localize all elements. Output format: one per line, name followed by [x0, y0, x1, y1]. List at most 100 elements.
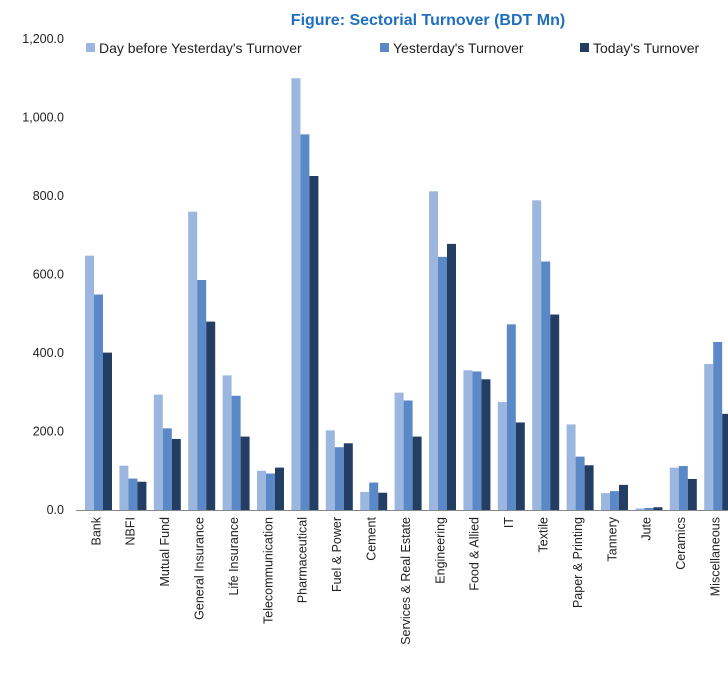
- bar-day-before-yesterday-s-turnover-food-and-allied: [463, 370, 473, 510]
- x-tick-label-bank: Bank: [89, 516, 103, 545]
- x-tick-label-fuel-and-power: Fuel & Power: [330, 517, 344, 592]
- bar-today-s-turnover-tannery: [619, 484, 628, 510]
- bar-yesterday-s-turnover-engineering: [438, 256, 447, 510]
- legend-item-today-s-turnover: Today's Turnover: [580, 40, 700, 56]
- x-tick-label-general-insurance: General Insurance: [192, 517, 206, 620]
- bar-group-bank: [85, 255, 112, 510]
- x-tick-label-food-and-allied: Food & Allied: [468, 517, 482, 591]
- bar-day-before-yesterday-s-turnover-it: [497, 402, 507, 510]
- bar-yesterday-s-turnover-miscellaneous: [713, 342, 723, 510]
- bar-day-before-yesterday-s-turnover-telecommunication: [257, 470, 266, 510]
- bar-yesterday-s-turnover-bank: [94, 294, 103, 510]
- legend: Day before Yesterday's Turnover Yesterday…: [86, 40, 700, 56]
- bar-today-s-turnover-pharmaceutical: [309, 175, 319, 511]
- bar-yesterday-s-turnover-nbfi: [128, 478, 138, 510]
- legend-item-day-before-yesterday-s-turnover: Day before Yesterday's Turnover: [86, 40, 302, 56]
- x-tick-label-services-and-real-estate: Services & Real Estate: [399, 517, 413, 645]
- bar-day-before-yesterday-s-turnover-fuel-and-power: [325, 430, 335, 510]
- bar-today-s-turnover-it: [515, 422, 525, 510]
- bar-today-s-turnover-jute: [653, 507, 663, 510]
- bar-yesterday-s-turnover-life-insurance: [231, 395, 241, 510]
- bar-yesterday-s-turnover-textile: [541, 261, 551, 510]
- bar-group-food-and-allied: [463, 370, 491, 510]
- legend-label: Today's Turnover: [593, 40, 700, 56]
- x-tick-label-pharmaceutical: Pharmaceutical: [296, 517, 310, 603]
- bar-yesterday-s-turnover-food-and-allied: [472, 371, 482, 510]
- y-tick-label: 0.0: [47, 503, 64, 517]
- bar-group-paper-and-printing: [566, 424, 594, 510]
- x-tick-label-life-insurance: Life Insurance: [227, 517, 241, 596]
- bar-group-jute: [635, 507, 663, 510]
- bar-yesterday-s-turnover-it: [506, 324, 516, 510]
- bar-today-s-turnover-life-insurance: [240, 436, 250, 510]
- x-tick-label-textile: Textile: [536, 517, 550, 552]
- bars: [85, 78, 728, 511]
- bar-day-before-yesterday-s-turnover-general-insurance: [188, 211, 198, 510]
- x-tick-label-paper-and-printing: Paper & Printing: [571, 517, 585, 608]
- bar-day-before-yesterday-s-turnover-miscellaneous: [704, 363, 714, 510]
- x-tick-label-telecommunication: Telecommunication: [261, 517, 275, 624]
- bar-yesterday-s-turnover-fuel-and-power: [334, 447, 344, 510]
- bar-yesterday-s-turnover-general-insurance: [197, 280, 207, 510]
- bar-day-before-yesterday-s-turnover-ceramics: [669, 467, 679, 510]
- bar-today-s-turnover-cement: [378, 492, 388, 510]
- x-tick-label-engineering: Engineering: [433, 517, 447, 584]
- x-tick-label-nbfi: NBFI: [124, 517, 138, 545]
- bar-yesterday-s-turnover-ceramics: [678, 466, 688, 510]
- chart-title: Figure: Sectorial Turnover (BDT Mn): [291, 12, 565, 29]
- bar-group-miscellaneous: [704, 342, 728, 510]
- bar-day-before-yesterday-s-turnover-mutual-fund: [153, 394, 163, 510]
- bar-yesterday-s-turnover-telecommunication: [266, 473, 275, 510]
- bar-today-s-turnover-telecommunication: [275, 467, 284, 510]
- bar-day-before-yesterday-s-turnover-engineering: [429, 191, 438, 511]
- y-tick-label: 1,200.0: [22, 32, 64, 46]
- y-tick-label: 600.0: [33, 268, 64, 282]
- bar-today-s-turnover-mutual-fund: [171, 438, 181, 510]
- bar-group-it: [497, 324, 525, 510]
- bar-group-tannery: [601, 484, 628, 510]
- bar-day-before-yesterday-s-turnover-nbfi: [119, 465, 129, 510]
- y-tick-label: 200.0: [33, 425, 64, 439]
- bar-day-before-yesterday-s-turnover-services-and-real-estate: [394, 392, 404, 510]
- legend-swatch: [86, 43, 95, 52]
- bar-today-s-turnover-general-insurance: [206, 321, 216, 510]
- x-tick-label-miscellaneous: Miscellaneous: [708, 517, 722, 596]
- bar-yesterday-s-turnover-pharmaceutical: [300, 134, 310, 510]
- bar-today-s-turnover-miscellaneous: [722, 413, 728, 510]
- bar-today-s-turnover-textile: [550, 314, 560, 510]
- bar-day-before-yesterday-s-turnover-pharmaceutical: [291, 78, 301, 510]
- bar-day-before-yesterday-s-turnover-jute: [635, 508, 645, 510]
- bar-today-s-turnover-engineering: [447, 243, 456, 510]
- bar-group-services-and-real-estate: [394, 392, 422, 510]
- bar-today-s-turnover-ceramics: [687, 478, 697, 510]
- bar-group-telecommunication: [257, 467, 284, 510]
- y-tick-label: 1,000.0: [22, 111, 64, 125]
- x-tick-label-cement: Cement: [364, 516, 378, 560]
- bar-group-pharmaceutical: [291, 78, 319, 511]
- bar-today-s-turnover-bank: [103, 352, 112, 510]
- x-tick-label-it: IT: [502, 517, 516, 528]
- x-tick-label-mutual-fund: Mutual Fund: [158, 517, 172, 587]
- bar-today-s-turnover-nbfi: [137, 481, 147, 510]
- bar-today-s-turnover-food-and-allied: [481, 379, 491, 510]
- y-axis: 0.0 200.0 400.0 600.0 800.0 1,000.0 1,200.0: [22, 32, 64, 517]
- legend-label: Day before Yesterday's Turnover: [99, 40, 302, 56]
- bar-group-cement: [360, 482, 388, 510]
- x-axis: Bank NBFI Mutual Fund General Insurance Life…: [76, 510, 728, 645]
- bar-group-general-insurance: [188, 211, 216, 510]
- y-tick-label: 400.0: [33, 346, 64, 360]
- y-tick-label: 800.0: [33, 189, 64, 203]
- bar-day-before-yesterday-s-turnover-paper-and-printing: [566, 424, 576, 510]
- bar-day-before-yesterday-s-turnover-tannery: [601, 493, 610, 510]
- legend-item-yesterday-s-turnover: Yesterday's Turnover: [380, 40, 524, 56]
- bar-yesterday-s-turnover-services-and-real-estate: [403, 400, 413, 510]
- bar-today-s-turnover-fuel-and-power: [343, 443, 353, 510]
- legend-label: Yesterday's Turnover: [393, 40, 524, 56]
- bar-yesterday-s-turnover-cement: [369, 482, 379, 510]
- bar-group-ceramics: [669, 466, 697, 510]
- legend-swatch: [580, 43, 589, 52]
- bar-day-before-yesterday-s-turnover-cement: [360, 491, 370, 510]
- bar-day-before-yesterday-s-turnover-life-insurance: [222, 375, 232, 510]
- bar-today-s-turnover-paper-and-printing: [584, 465, 594, 510]
